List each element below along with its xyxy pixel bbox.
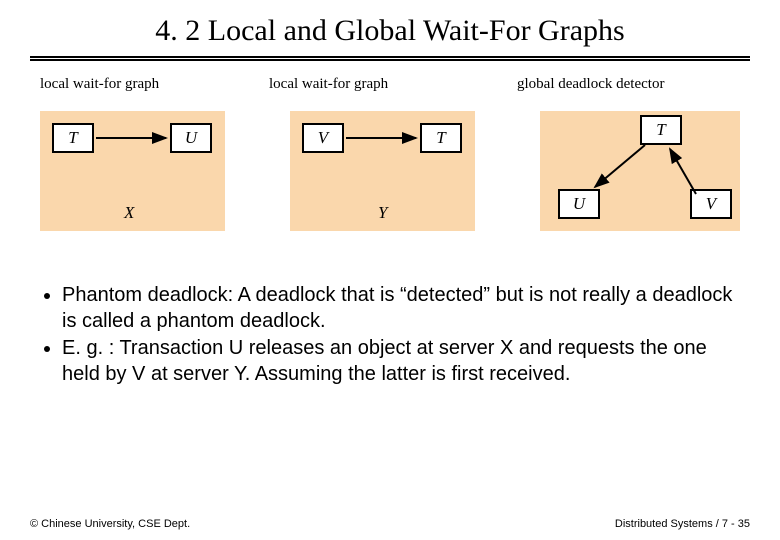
panel-global: T U V bbox=[540, 111, 740, 231]
bullet-1: Phantom deadlock: A deadlock that is “de… bbox=[62, 283, 738, 334]
label-local-y: local wait-for graph bbox=[263, 76, 492, 93]
footer-left: © Chinese University, CSE Dept. bbox=[30, 518, 190, 530]
panel-y: V T Y bbox=[290, 111, 475, 231]
diagrams-area: T U X V T Y T U V bbox=[40, 111, 740, 271]
slide-title: 4. 2 Local and Global Wait-For Graphs bbox=[0, 0, 780, 54]
footer-right: Distributed Systems / 7 - 35 bbox=[615, 518, 750, 530]
panel-x-label: X bbox=[124, 203, 134, 223]
bullet-2: E. g. : Transaction U releases an object… bbox=[62, 336, 738, 387]
title-underline bbox=[30, 56, 750, 58]
diagram-labels-row: local wait-for graph local wait-for grap… bbox=[40, 76, 740, 93]
node-u-g: U bbox=[558, 189, 600, 219]
node-u-x: U bbox=[170, 123, 212, 153]
bullet-list: Phantom deadlock: A deadlock that is “de… bbox=[42, 283, 738, 387]
node-t-y: T bbox=[420, 123, 462, 153]
label-local-x: local wait-for graph bbox=[40, 76, 263, 93]
label-global: global deadlock detector bbox=[492, 76, 740, 93]
node-t-g: T bbox=[640, 115, 682, 145]
node-v-g: V bbox=[690, 189, 732, 219]
node-t-x: T bbox=[52, 123, 94, 153]
panel-y-label: Y bbox=[378, 203, 387, 223]
node-v-y: V bbox=[302, 123, 344, 153]
panel-x: T U X bbox=[40, 111, 225, 231]
